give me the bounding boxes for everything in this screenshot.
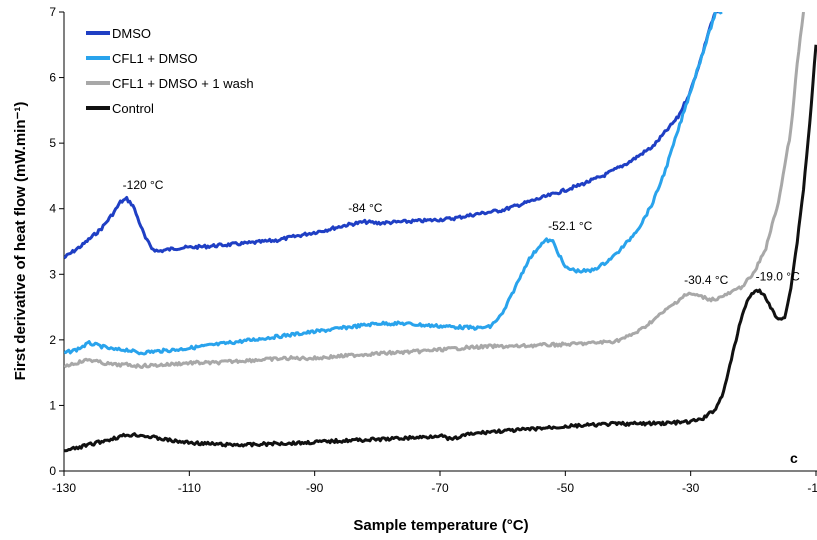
series-line-3 [64, 44, 817, 453]
legend: DMSO CFL1 + DMSO CFL1 + DMSO + 1 wash Contr… [86, 26, 254, 116]
series-line-0 [64, 12, 719, 260]
legend-label: Control [112, 101, 154, 116]
y-tick-label: 3 [49, 267, 56, 281]
peak-annotation: -19.0 °C [756, 270, 800, 284]
panel-label: c [790, 450, 798, 466]
peak-annotation: -30.4 °C [684, 273, 728, 287]
x-tick-label: -10 [807, 481, 817, 495]
y-axis-title: First derivative of heat flow (mW.min⁻¹) [12, 102, 29, 381]
x-tick-label: -70 [431, 481, 449, 495]
x-axis-title: Sample temperature (°C) [353, 517, 528, 534]
peak-annotation: -120 °C [123, 178, 164, 192]
y-tick-label: 2 [49, 333, 56, 347]
peak-annotation: -84 °C [348, 201, 382, 215]
legend-label: CFL1 + DMSO [112, 51, 198, 66]
x-tick-label: -110 [178, 481, 201, 495]
series-layer [64, 12, 817, 453]
series-line-1 [64, 12, 723, 356]
x-tick-label: -130 [52, 481, 76, 495]
x-tick-label: -50 [557, 481, 575, 495]
legend-label: CFL1 + DMSO + 1 wash [112, 76, 254, 91]
peak-annotation: -52.1 °C [548, 219, 592, 233]
x-tick-label: -90 [306, 481, 324, 495]
x-ticks: -130 -110 -90 -70 -50 -30 -10 [52, 471, 817, 495]
annotation-layer: -120 °C -84 °C -52.1 °C -30.4 °C -19.0 °C [123, 178, 800, 287]
y-tick-label: 7 [49, 5, 56, 19]
series-line-2 [64, 12, 805, 369]
y-tick-label: 0 [49, 464, 56, 478]
y-ticks: 0 1 2 3 4 5 6 7 [49, 5, 64, 478]
y-tick-label: 5 [49, 136, 56, 150]
y-tick-label: 4 [49, 202, 56, 216]
x-tick-label: -30 [682, 481, 700, 495]
y-tick-label: 6 [49, 71, 56, 85]
y-tick-label: 1 [49, 398, 56, 412]
legend-label: DMSO [112, 26, 151, 41]
